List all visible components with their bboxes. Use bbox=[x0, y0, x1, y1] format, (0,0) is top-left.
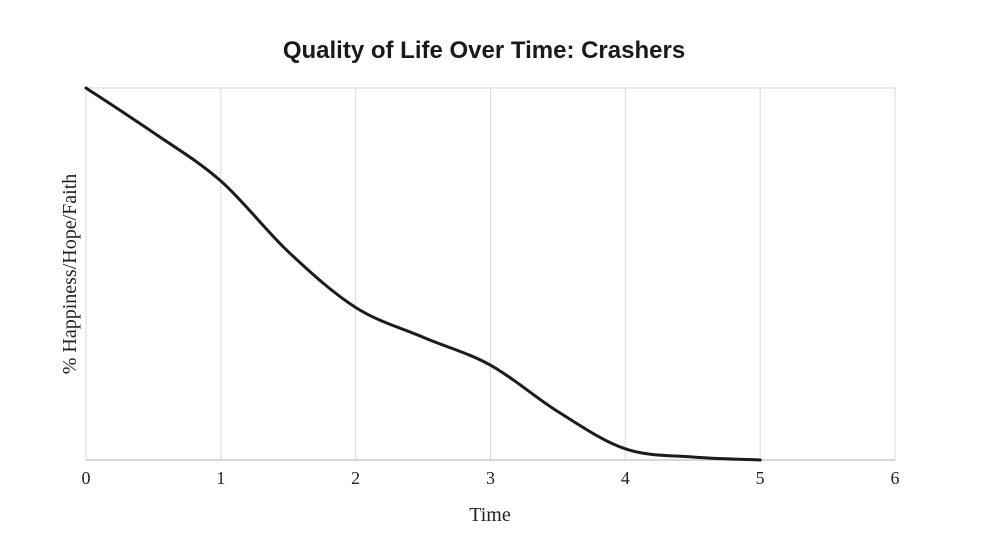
x-tick-label-4: 4 bbox=[621, 468, 630, 488]
x-tick-labels: 0 1 2 3 4 5 6 bbox=[82, 468, 900, 488]
x-tick-label-0: 0 bbox=[82, 468, 91, 488]
x-tick-label-1: 1 bbox=[216, 468, 225, 488]
y-axis-label: % Happiness/Hope/Faith bbox=[59, 174, 81, 375]
gridlines bbox=[220, 88, 761, 460]
x-tick-label-3: 3 bbox=[486, 468, 495, 488]
series-line bbox=[84, 86, 762, 462]
x-tick-label-5: 5 bbox=[756, 468, 765, 488]
x-axis-label: Time bbox=[469, 504, 511, 526]
x-tick-label-2: 2 bbox=[351, 468, 360, 488]
chart-title: Quality of Life Over Time: Crashers bbox=[283, 37, 685, 64]
x-tick-label-6: 6 bbox=[891, 468, 900, 488]
